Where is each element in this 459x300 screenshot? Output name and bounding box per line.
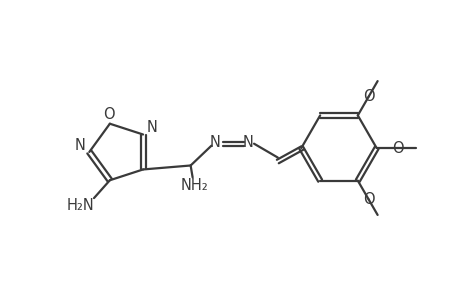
Text: NH₂: NH₂ bbox=[180, 178, 208, 193]
Text: O: O bbox=[103, 107, 114, 122]
Text: O: O bbox=[362, 192, 374, 207]
Text: N: N bbox=[209, 135, 220, 150]
Text: N: N bbox=[242, 135, 253, 150]
Text: O: O bbox=[392, 140, 403, 155]
Text: O: O bbox=[362, 89, 374, 104]
Text: N: N bbox=[146, 120, 157, 135]
Text: H₂N: H₂N bbox=[66, 197, 94, 212]
Text: N: N bbox=[75, 137, 86, 152]
